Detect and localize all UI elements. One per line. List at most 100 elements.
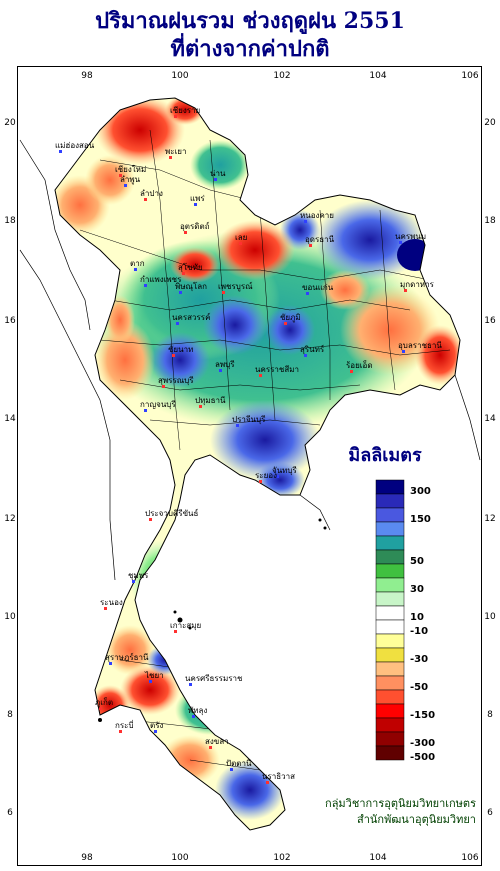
station-marker bbox=[192, 715, 195, 718]
longitude-tick-top: 106 bbox=[461, 71, 478, 81]
latitude-tick-left: 18 bbox=[4, 216, 16, 226]
station-marker bbox=[59, 150, 62, 153]
place-label: สุรินทร์ bbox=[300, 344, 325, 354]
place-label: ภูเก็ต bbox=[95, 697, 113, 708]
station-marker bbox=[399, 241, 402, 244]
place-label: จันทบุรี bbox=[272, 466, 298, 475]
legend-swatch bbox=[375, 521, 405, 537]
latitude-tick-right: 18 bbox=[484, 216, 496, 226]
longitude-tick-labels-top: 98 100 102 104 106 bbox=[81, 71, 479, 81]
station-marker bbox=[174, 630, 177, 633]
place-label: ชัยนาท bbox=[168, 345, 193, 354]
station-marker bbox=[169, 156, 172, 159]
place-label: พิษณุโลก bbox=[175, 281, 207, 291]
latitude-tick-left: 12 bbox=[4, 514, 15, 524]
place-label: เลย bbox=[235, 233, 247, 242]
station-marker bbox=[189, 683, 192, 686]
place-label: ร้อยเอ็ด bbox=[346, 360, 373, 370]
legend-label: 150 bbox=[410, 514, 431, 525]
legend-swatch bbox=[375, 507, 405, 523]
place-label: เชียงใหม่ bbox=[115, 165, 146, 174]
station-marker bbox=[149, 518, 152, 521]
place-label: ลพบุรี bbox=[215, 360, 235, 369]
longitude-tick-labels-bottom: 98 100 102 104 106 bbox=[81, 853, 479, 863]
place-label: เพชรบูรณ์ bbox=[218, 281, 253, 292]
station-marker bbox=[219, 369, 222, 372]
place-label: ตาก bbox=[130, 259, 145, 268]
station-marker bbox=[236, 424, 239, 427]
credit-line-2: สำนักพัฒนาอุตุนิยมวิทยา bbox=[357, 813, 476, 826]
place-label: ไชยา bbox=[144, 671, 164, 680]
station-marker bbox=[199, 405, 202, 408]
latitude-tick-right: 12 bbox=[484, 514, 495, 524]
legend-label: 50 bbox=[410, 556, 424, 567]
legend-swatch bbox=[375, 647, 405, 663]
place-label: พัทลุง bbox=[188, 706, 207, 715]
place-label: เกาะสมุย bbox=[170, 621, 201, 630]
station-marker bbox=[404, 289, 407, 292]
station-marker bbox=[222, 291, 225, 294]
province-lines bbox=[79, 129, 451, 771]
station-marker bbox=[259, 374, 262, 377]
longitude-tick-bottom: 100 bbox=[171, 853, 188, 863]
place-label: แพร่ bbox=[190, 194, 205, 203]
station-marker bbox=[276, 475, 279, 478]
station-marker bbox=[104, 607, 107, 610]
place-label: น่าน bbox=[210, 169, 226, 178]
station-markers bbox=[59, 115, 407, 784]
station-marker bbox=[149, 680, 152, 683]
neighbor-borders bbox=[19, 139, 481, 581]
place-label: นครราชสีมา bbox=[255, 365, 299, 374]
station-marker bbox=[132, 580, 135, 583]
place-label: ชุมพร bbox=[128, 571, 149, 580]
station-marker bbox=[172, 354, 175, 357]
legend-label: 10 bbox=[410, 612, 424, 623]
station-marker bbox=[284, 322, 287, 325]
station-marker bbox=[214, 178, 217, 181]
place-label: มุกดาหาร bbox=[400, 280, 435, 289]
station-marker bbox=[144, 284, 147, 287]
legend-swatch bbox=[375, 619, 405, 635]
station-marker bbox=[350, 370, 353, 373]
place-label: อุดรธานี bbox=[305, 235, 335, 244]
legend-swatch bbox=[375, 675, 405, 691]
place-label: ลำพูน bbox=[120, 175, 141, 185]
place-label: ปราจีนบุรี bbox=[232, 415, 266, 424]
latitude-tick-left: 14 bbox=[4, 414, 16, 424]
longitude-tick-top: 102 bbox=[273, 71, 290, 81]
legend-swatch bbox=[375, 591, 405, 607]
map-title: ปริมาณฝนรวม ช่วงฤดูฝน 2551 bbox=[95, 8, 405, 34]
legend-swatch bbox=[375, 745, 405, 761]
legend-swatch bbox=[375, 717, 405, 733]
legend-label: 300 bbox=[410, 486, 431, 497]
latitude-tick-right: 6 bbox=[487, 808, 493, 818]
place-label: หนองคาย bbox=[300, 211, 334, 220]
latitude-tick-labels-right: 20 18 16 14 12 10 8 6 bbox=[484, 118, 496, 818]
station-marker bbox=[309, 244, 312, 247]
latitude-tick-left: 6 bbox=[7, 808, 13, 818]
place-label: ลำปาง bbox=[140, 189, 163, 198]
legend-swatch bbox=[375, 605, 405, 621]
credit-line-1: กลุ่มวิชาการอุตุนิยมวิทยาเกษตร bbox=[325, 797, 476, 810]
station-marker bbox=[124, 184, 127, 187]
place-label: กำแพงเพชร bbox=[140, 275, 182, 284]
legend-swatch bbox=[375, 731, 405, 747]
place-label: สุพรรณบุรี bbox=[158, 376, 194, 385]
station-marker bbox=[306, 292, 309, 295]
legend-swatch bbox=[375, 479, 405, 495]
station-marker bbox=[209, 746, 212, 749]
legend-label: 30 bbox=[410, 584, 424, 595]
latitude-tick-left: 8 bbox=[7, 710, 13, 720]
place-label: พะเยา bbox=[165, 147, 186, 156]
latitude-tick-right: 16 bbox=[484, 316, 496, 326]
station-marker bbox=[182, 272, 185, 275]
legend-label: -10 bbox=[410, 626, 429, 637]
legend-label: -150 bbox=[410, 710, 436, 721]
latitude-tick-right: 20 bbox=[484, 118, 496, 128]
station-marker bbox=[154, 730, 157, 733]
place-label: สงขลา bbox=[205, 737, 229, 746]
place-label: ตรัง bbox=[150, 721, 163, 730]
place-label: ปัตตานี bbox=[226, 759, 252, 768]
place-label: นราธิวาส bbox=[262, 772, 295, 781]
place-label: นครศรีธรรมราช bbox=[185, 674, 243, 683]
